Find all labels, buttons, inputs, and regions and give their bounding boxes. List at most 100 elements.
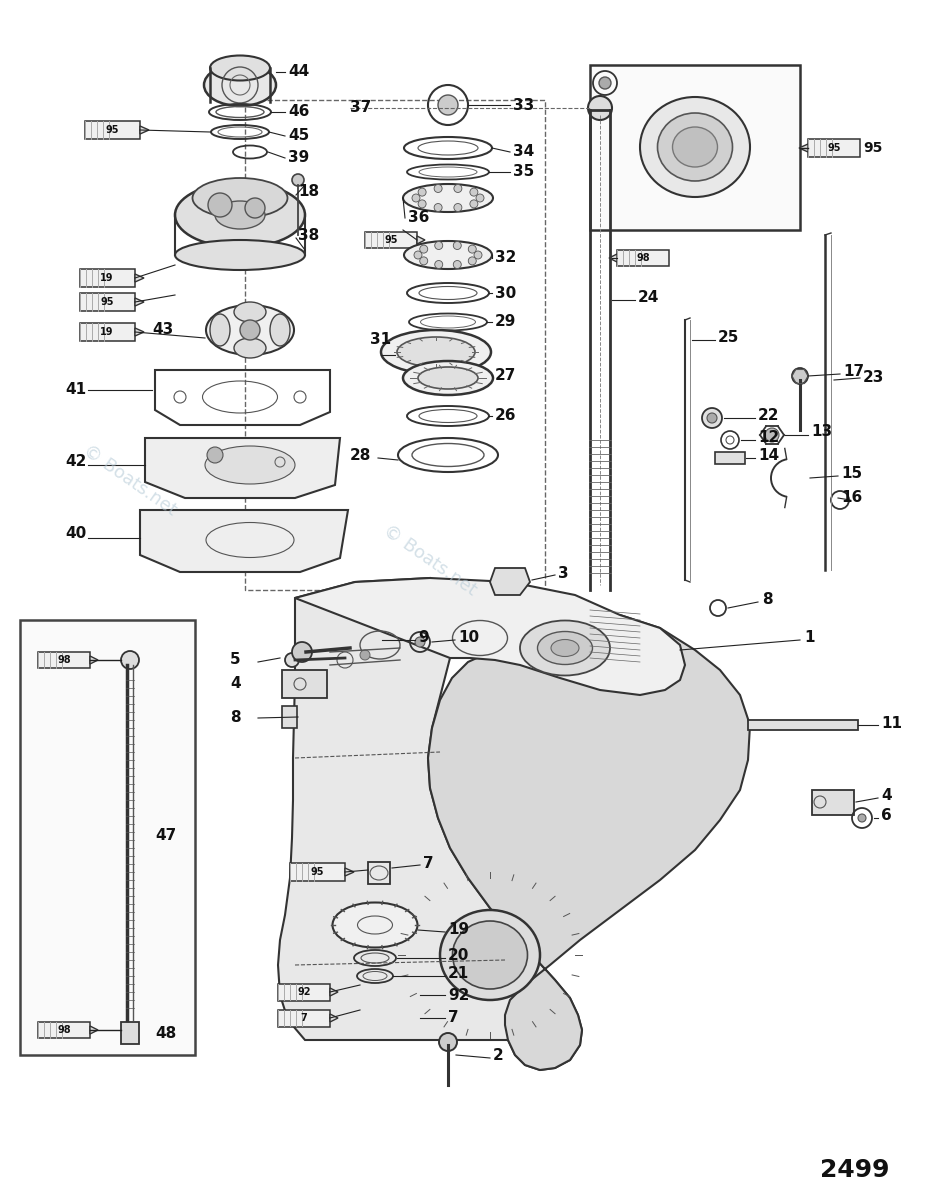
Text: 46: 46: [288, 104, 309, 120]
Text: 2499: 2499: [820, 1158, 889, 1182]
Circle shape: [412, 194, 420, 202]
Polygon shape: [140, 126, 149, 134]
Polygon shape: [135, 274, 144, 282]
Bar: [715, 452, 745, 464]
Text: 26: 26: [495, 408, 516, 424]
Ellipse shape: [672, 127, 717, 167]
Text: 30: 30: [495, 286, 516, 300]
Text: 92: 92: [448, 988, 470, 1002]
Circle shape: [435, 241, 443, 250]
Bar: [278, 984, 330, 1001]
Text: 23: 23: [863, 371, 884, 385]
Text: 95: 95: [827, 143, 841, 152]
Text: 32: 32: [495, 251, 516, 265]
Text: 98: 98: [636, 253, 650, 263]
Text: 22: 22: [758, 408, 780, 422]
Text: 8: 8: [230, 709, 241, 725]
Circle shape: [418, 200, 426, 208]
Circle shape: [419, 245, 428, 253]
Circle shape: [207, 446, 223, 463]
Polygon shape: [330, 1014, 338, 1022]
Bar: [282, 670, 327, 698]
Text: 5: 5: [230, 653, 241, 667]
Text: 37: 37: [350, 101, 371, 115]
Ellipse shape: [333, 902, 417, 948]
Ellipse shape: [206, 305, 294, 355]
Text: 95: 95: [106, 125, 119, 134]
Circle shape: [415, 637, 425, 647]
Bar: [278, 1010, 330, 1027]
Ellipse shape: [537, 631, 592, 665]
Text: 4: 4: [230, 676, 241, 690]
Bar: [121, 1022, 139, 1044]
Circle shape: [468, 257, 476, 265]
Text: 7: 7: [448, 1010, 458, 1026]
Text: 44: 44: [288, 65, 309, 79]
Text: 21: 21: [448, 966, 469, 982]
Circle shape: [454, 204, 462, 211]
Circle shape: [599, 77, 611, 89]
Circle shape: [434, 185, 442, 192]
Text: 7: 7: [301, 1013, 307, 1022]
Circle shape: [292, 642, 312, 662]
Text: 6: 6: [881, 809, 892, 823]
Ellipse shape: [205, 446, 295, 484]
Text: 1: 1: [804, 630, 814, 646]
Text: 14: 14: [758, 448, 779, 462]
Circle shape: [360, 650, 370, 660]
Circle shape: [414, 251, 422, 259]
Text: 47: 47: [155, 828, 176, 842]
Bar: [365, 232, 417, 248]
Text: 35: 35: [513, 164, 534, 180]
Text: 25: 25: [718, 330, 739, 346]
Circle shape: [292, 174, 304, 186]
Circle shape: [454, 260, 461, 269]
Text: 98: 98: [57, 1025, 70, 1034]
Ellipse shape: [440, 910, 540, 1000]
Bar: [245, 100, 545, 590]
Text: © Boats.net: © Boats.net: [80, 442, 180, 518]
Polygon shape: [417, 236, 425, 244]
Bar: [808, 139, 860, 157]
Circle shape: [454, 185, 462, 192]
Ellipse shape: [210, 314, 230, 346]
Text: 95: 95: [310, 866, 323, 877]
Ellipse shape: [210, 55, 270, 80]
Ellipse shape: [397, 337, 475, 367]
Circle shape: [470, 188, 478, 196]
Bar: [38, 1022, 90, 1038]
Text: 8: 8: [762, 593, 772, 607]
Polygon shape: [135, 298, 144, 306]
Ellipse shape: [404, 241, 492, 269]
Circle shape: [858, 814, 866, 822]
Bar: [290, 863, 345, 881]
Polygon shape: [90, 1026, 98, 1034]
Text: 45: 45: [288, 128, 309, 144]
Bar: [80, 293, 135, 311]
Ellipse shape: [520, 620, 610, 676]
Text: 95: 95: [863, 140, 883, 155]
Text: 36: 36: [408, 210, 429, 226]
Text: 24: 24: [638, 290, 659, 306]
Text: 29: 29: [495, 314, 516, 330]
Ellipse shape: [215, 200, 265, 229]
Polygon shape: [490, 568, 530, 595]
Ellipse shape: [418, 367, 478, 389]
Circle shape: [468, 245, 476, 253]
Polygon shape: [295, 578, 685, 695]
Polygon shape: [330, 988, 338, 996]
Circle shape: [454, 241, 461, 250]
Text: 12: 12: [758, 430, 779, 444]
Text: 19: 19: [100, 326, 114, 337]
Text: 92: 92: [298, 986, 311, 997]
Text: 43: 43: [152, 323, 173, 337]
Polygon shape: [278, 578, 582, 1070]
Bar: [85, 121, 140, 139]
Ellipse shape: [234, 338, 266, 358]
Circle shape: [438, 95, 458, 115]
Circle shape: [439, 1033, 457, 1051]
Text: 19: 19: [100, 272, 114, 283]
Text: 42: 42: [65, 455, 87, 469]
Polygon shape: [145, 438, 340, 498]
Polygon shape: [428, 614, 750, 1070]
